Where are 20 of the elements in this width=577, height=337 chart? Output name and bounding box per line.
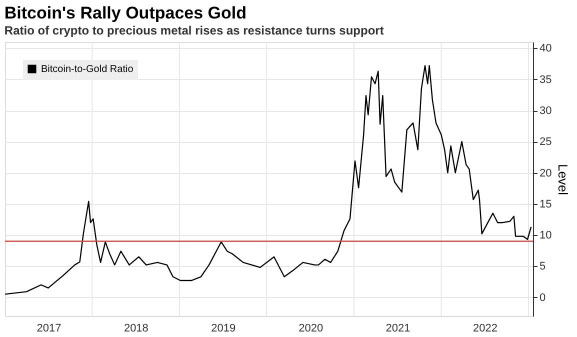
chart-subtitle: Ratio of crypto to precious metal rises as resistance turns support	[4, 24, 384, 38]
line-series	[4, 65, 532, 295]
y-tick-label: 20	[540, 167, 552, 180]
y-tick-label: 30	[540, 105, 552, 117]
y-tick-label: 5	[540, 260, 546, 273]
x-tick-label: 2020	[298, 322, 324, 334]
y-tick-label: 40	[540, 42, 552, 55]
y-tick-label: 0	[540, 292, 546, 304]
y-tick-label: 10	[540, 230, 552, 242]
x-tick-label: 2017	[36, 322, 62, 334]
x-tick-label: 2021	[386, 322, 410, 334]
y-tick-label: 25	[540, 136, 552, 148]
y-tick-label: 15	[540, 198, 552, 210]
x-tick-label: 2022	[472, 322, 498, 334]
legend-label: Bitcoin-to-Gold Ratio	[41, 64, 134, 75]
y-axis-title: Level	[556, 164, 571, 196]
x-tick-label: 2018	[124, 322, 148, 334]
x-tick-label: 2019	[211, 322, 236, 334]
y-tick-label: 35	[540, 74, 552, 86]
chart-title: Bitcoin's Rally Outpaces Gold	[4, 4, 246, 22]
